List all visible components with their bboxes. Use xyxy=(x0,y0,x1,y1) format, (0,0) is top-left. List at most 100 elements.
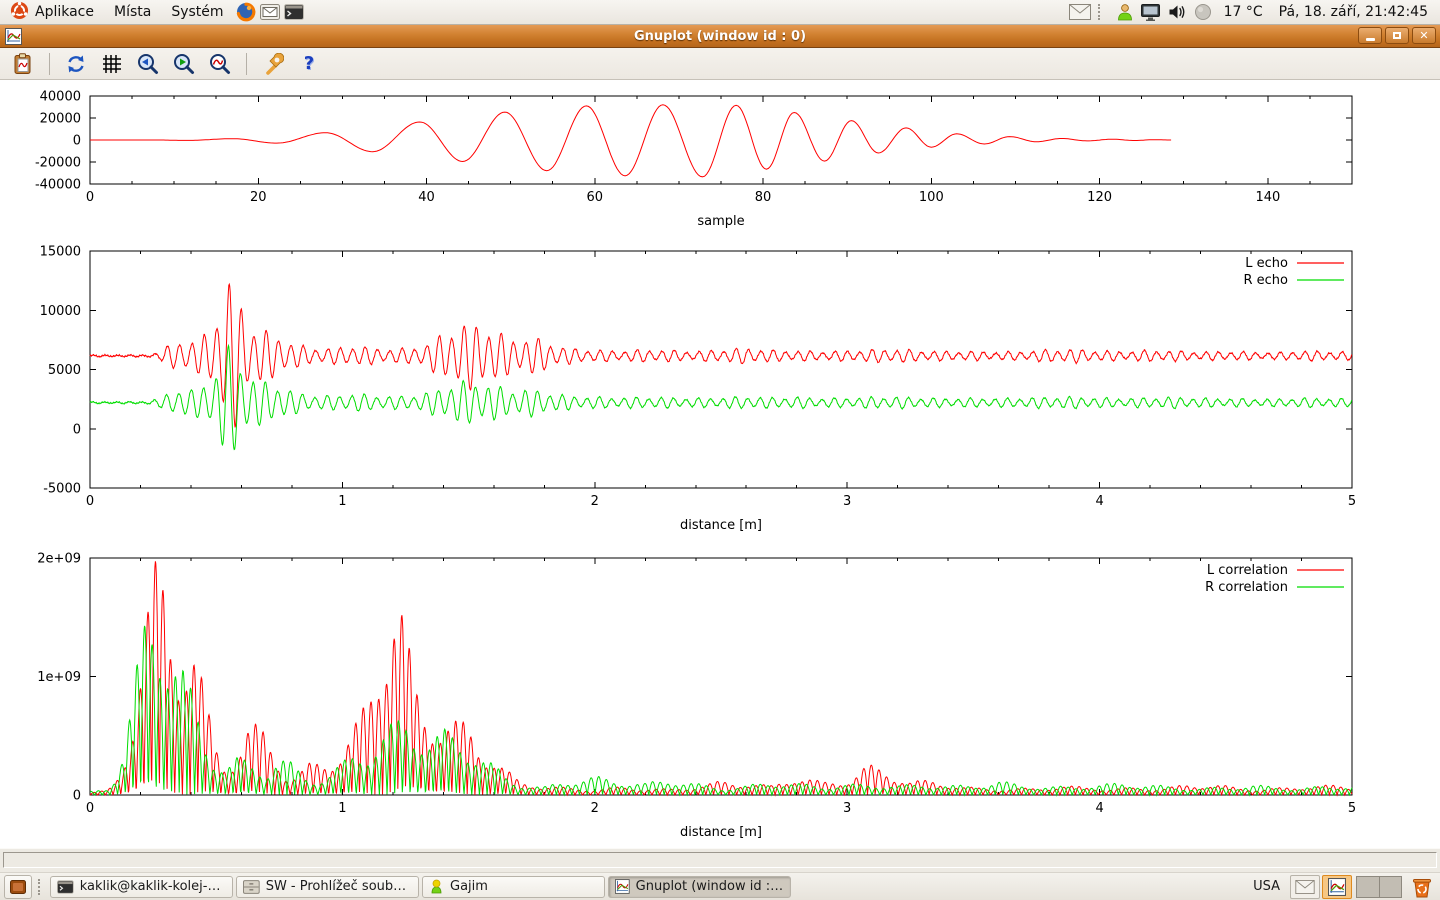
plot-canvas[interactable]: 0 20 40 60 80 100 120 140 -40000 -20000 0 20000 4000… xyxy=(0,80,1440,848)
temperature-indicator[interactable]: 17 °C xyxy=(1223,4,1263,20)
svg-text:1e+09: 1e+09 xyxy=(37,670,81,685)
volume-icon[interactable] xyxy=(1166,1,1188,23)
svg-text:5000: 5000 xyxy=(48,363,81,378)
mail-tray-icon[interactable] xyxy=(1068,1,1091,23)
gnuplot-icon xyxy=(615,879,630,894)
zoom-previous-icon xyxy=(138,53,158,74)
svg-text:-20000: -20000 xyxy=(35,156,81,171)
menu-places-label: Místa xyxy=(114,4,152,20)
mail-notification-icon[interactable] xyxy=(1290,874,1320,899)
menu-places[interactable]: Místa xyxy=(104,0,161,24)
gajim-icon xyxy=(431,879,442,894)
settings-button[interactable] xyxy=(258,50,288,78)
svg-text:-40000: -40000 xyxy=(35,178,81,193)
tray-handle[interactable] xyxy=(1097,4,1107,20)
keyboard-layout-indicator[interactable]: USA xyxy=(1253,879,1280,894)
window-statusbar xyxy=(0,848,1440,872)
copy-plot-button[interactable] xyxy=(8,50,38,78)
svg-text:L echo: L echo xyxy=(1245,256,1288,271)
svg-text:distance [m]: distance [m] xyxy=(680,518,762,533)
weather-icon[interactable] xyxy=(1192,1,1214,23)
terminal-launcher-icon[interactable] xyxy=(282,0,306,24)
minimize-button[interactable] xyxy=(1358,27,1382,44)
maximize-button[interactable] xyxy=(1385,27,1409,44)
zoom-reset-button[interactable] xyxy=(205,50,235,78)
gnuplot-notification-icon[interactable] xyxy=(1322,874,1352,899)
maximize-icon xyxy=(1393,32,1401,39)
show-desktop-button[interactable] xyxy=(4,874,32,899)
mail-launcher-icon[interactable] xyxy=(258,0,282,24)
show-desktop-icon xyxy=(10,879,26,894)
svg-text:R echo: R echo xyxy=(1243,273,1288,288)
user-switcher-icon[interactable] xyxy=(1114,1,1136,23)
task-label: Gajim xyxy=(450,879,488,894)
close-button[interactable]: ✕ xyxy=(1412,27,1436,44)
top-panel: Aplikace Místa Systém xyxy=(0,0,1440,25)
zoom-previous-button[interactable] xyxy=(133,50,163,78)
svg-text:distance [m]: distance [m] xyxy=(680,825,762,840)
wrench-icon xyxy=(266,52,284,75)
svg-text:140: 140 xyxy=(1255,190,1280,205)
svg-text:2e+09: 2e+09 xyxy=(37,552,81,567)
taskbar-item-file-manager[interactable]: SW - Prohlížeč souborů xyxy=(236,875,419,898)
statusbar-text xyxy=(3,852,1437,868)
panel-tray: 17 °C Pá, 18. září, 21:42:45 xyxy=(1068,0,1440,24)
svg-text:0: 0 xyxy=(73,422,81,437)
minimize-icon xyxy=(1365,37,1375,41)
clock[interactable]: Pá, 18. září, 21:42:45 xyxy=(1278,4,1428,20)
svg-text:L correlation: L correlation xyxy=(1207,563,1288,578)
taskbar-handle[interactable] xyxy=(38,878,47,895)
taskbar-item-gajim[interactable]: Gajim xyxy=(422,875,605,898)
toolbar-separator xyxy=(246,52,247,75)
svg-text:4: 4 xyxy=(1095,494,1103,509)
taskbar-item-terminal[interactable]: kaklik@kaklik-kolej-u... xyxy=(50,875,233,898)
display-icon[interactable] xyxy=(1140,1,1162,23)
svg-text:15000: 15000 xyxy=(40,245,81,260)
svg-text:-5000: -5000 xyxy=(43,482,81,497)
window-controls: ✕ xyxy=(1358,27,1436,44)
grid-icon xyxy=(103,54,121,73)
window-titlebar[interactable]: Gnuplot (window id : 0) ✕ xyxy=(0,25,1440,48)
svg-text:0: 0 xyxy=(73,134,81,149)
svg-text:1: 1 xyxy=(338,801,346,816)
svg-text:20: 20 xyxy=(250,190,267,205)
ubuntu-logo-icon xyxy=(10,1,29,24)
workspace-2[interactable] xyxy=(1379,876,1401,897)
task-label: SW - Prohlížeč souborů xyxy=(265,879,412,894)
svg-text:3: 3 xyxy=(843,801,851,816)
svg-text:60: 60 xyxy=(587,190,604,205)
zoom-next-icon xyxy=(174,53,194,74)
svg-text:10000: 10000 xyxy=(40,304,81,319)
help-icon: ? xyxy=(303,53,315,74)
svg-text:2: 2 xyxy=(591,494,599,509)
svg-text:4: 4 xyxy=(1095,801,1103,816)
trash-applet[interactable] xyxy=(1408,874,1436,900)
gnuplot-charts: 0 20 40 60 80 100 120 140-40000-200000200004000… xyxy=(35,90,1356,841)
grid-toggle-button[interactable] xyxy=(97,50,127,78)
svg-text:3: 3 xyxy=(843,494,851,509)
file-manager-icon xyxy=(243,879,260,894)
taskbar-item-gnuplot[interactable]: Gnuplot (window id : 0) xyxy=(608,875,791,898)
workspace-1[interactable] xyxy=(1357,876,1379,897)
refresh-button[interactable] xyxy=(61,50,91,78)
window-title: Gnuplot (window id : 0) xyxy=(633,28,807,44)
gnuplot-window-icon xyxy=(5,28,22,45)
help-button[interactable]: ? xyxy=(294,50,324,78)
menu-system[interactable]: Systém xyxy=(161,0,233,24)
svg-text:1: 1 xyxy=(338,494,346,509)
zoom-next-button[interactable] xyxy=(169,50,199,78)
svg-text:20000: 20000 xyxy=(40,112,81,127)
workspace-switcher[interactable] xyxy=(1356,875,1402,898)
svg-text:100: 100 xyxy=(919,190,944,205)
svg-text:5: 5 xyxy=(1348,801,1356,816)
menu-applications[interactable]: Aplikace xyxy=(0,0,104,24)
svg-text:0: 0 xyxy=(86,190,94,205)
svg-text:sample: sample xyxy=(697,214,744,229)
menu-system-label: Systém xyxy=(171,4,224,20)
trash-icon xyxy=(1413,878,1431,897)
svg-text:5: 5 xyxy=(1348,494,1356,509)
bottom-panel: kaklik@kaklik-kolej-u... SW - Prohlížeč … xyxy=(0,872,1440,900)
toolbar-separator xyxy=(49,52,50,75)
panel-menus: Aplikace Místa Systém xyxy=(0,0,306,24)
firefox-launcher-icon[interactable] xyxy=(234,0,258,24)
